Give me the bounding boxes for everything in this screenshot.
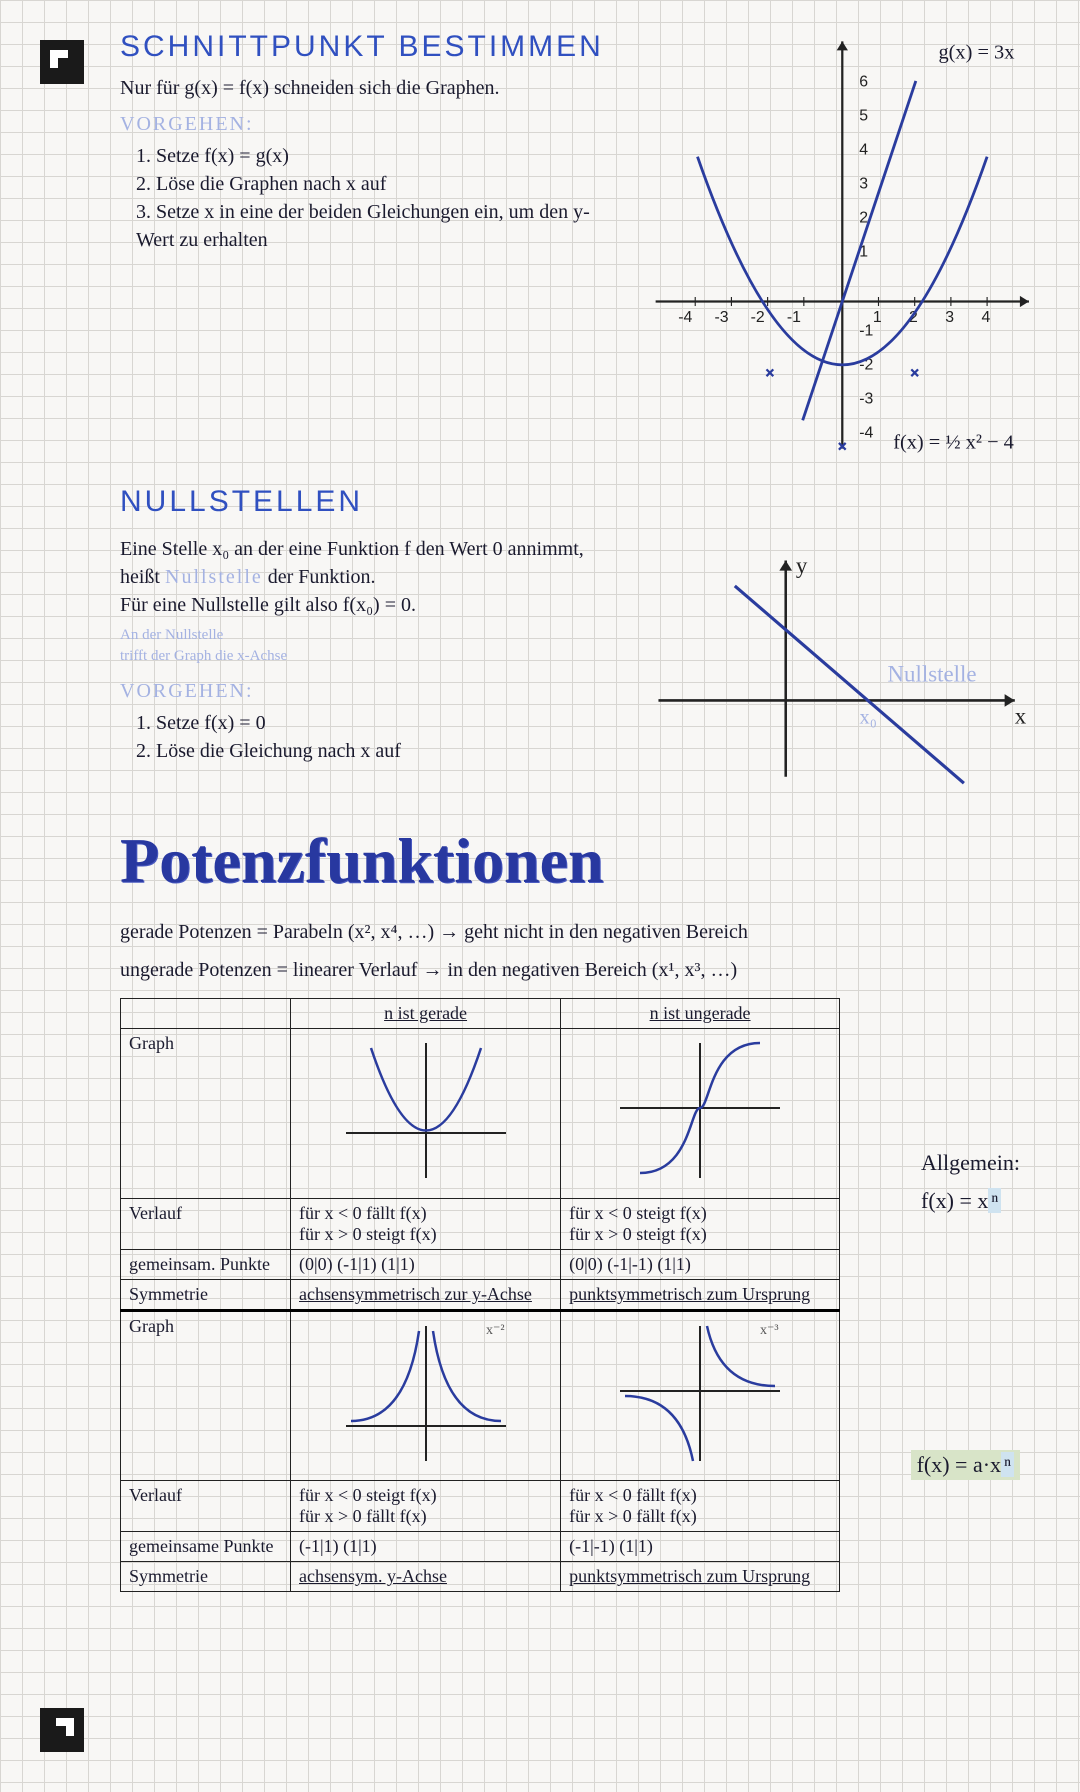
- step-3: Setze x in eine der beiden Gleichungen e…: [136, 198, 609, 254]
- corner-marker-top: [40, 40, 84, 84]
- ungerade-line: ungerade Potenzen = linearer Verlauf → i…: [120, 956, 1040, 984]
- svg-text:Nullstelle: Nullstelle: [887, 661, 976, 686]
- odd-points2: (-1|-1) (1|1): [561, 1532, 840, 1562]
- g-label: g(x) = 3x: [938, 41, 1014, 63]
- svg-text:x⁻³: x⁻³: [760, 1323, 779, 1338]
- odd-verlauf: für x < 0 steigt f(x) für x > 0 steigt f…: [561, 1199, 840, 1250]
- svg-text:5: 5: [859, 108, 868, 125]
- row-verlauf-label: Verlauf: [121, 1199, 291, 1250]
- nullstelle-word: Nullstelle: [165, 566, 263, 588]
- svg-text:-2: -2: [750, 309, 764, 326]
- svg-text:-4: -4: [678, 309, 692, 326]
- null-p1: Eine Stelle x₀ an der eine Funktion f de…: [120, 535, 609, 591]
- step-1: Setze f(x) = g(x): [136, 142, 609, 170]
- odd-sym: punktsymmetrisch zum Ursprung: [561, 1280, 840, 1311]
- null-p2: Für eine Nullstelle gilt also f(x₀) = 0.: [120, 591, 609, 619]
- chart-nullstelle: y x Nullstelle x₀: [633, 535, 1040, 790]
- th-odd: n ist ungerade: [561, 999, 840, 1029]
- mini-graph-even: [291, 1029, 561, 1199]
- intro-line: Nur für g(x) = f(x) schneiden sich die G…: [120, 74, 609, 102]
- odd-sym2: punktsymmetrisch zum Ursprung: [561, 1562, 840, 1592]
- svg-text:x: x: [1015, 703, 1027, 728]
- odd-points: (0|0) (-1|-1) (1|1): [561, 1250, 840, 1280]
- svg-text:3: 3: [945, 309, 954, 326]
- svg-text:4: 4: [981, 309, 990, 326]
- chart-intersection: 65 43 21 -1-2 -3-4 -4-3 -2-1 12 34: [633, 30, 1040, 460]
- gerade-line: gerade Potenzen = Parabeln (x², x⁴, …) →…: [120, 918, 1040, 946]
- svg-text:-1: -1: [787, 309, 801, 326]
- mini-graph-even-neg: x⁻²: [291, 1311, 561, 1481]
- even-sym2: achsensym. y-Achse: [291, 1562, 561, 1592]
- step2-2: Löse die Gleichung nach x auf: [136, 737, 609, 765]
- th-blank: [121, 999, 291, 1029]
- mini-graph-odd: [561, 1029, 840, 1199]
- even-points: (0|0) (-1|1) (1|1): [291, 1250, 561, 1280]
- svg-text:-4: -4: [859, 424, 873, 441]
- row-graph-label: Graph: [121, 1029, 291, 1199]
- svg-text:x₀: x₀: [859, 706, 876, 728]
- row-sym-label: Symmetrie: [121, 1280, 291, 1311]
- svg-text:3: 3: [859, 175, 868, 192]
- vorgehen-steps: Setze f(x) = g(x) Löse die Graphen nach …: [136, 142, 609, 254]
- formula-axn: f(x) = a·xⁿ: [911, 1450, 1020, 1480]
- heading-nullstellen: NULLSTELLEN: [120, 485, 1040, 519]
- svg-text:6: 6: [859, 74, 868, 91]
- row-graph2-label: Graph: [121, 1311, 291, 1481]
- even-points2: (-1|1) (1|1): [291, 1532, 561, 1562]
- svg-text:-3: -3: [859, 390, 873, 407]
- even-verlauf: für x < 0 fällt f(x) für x > 0 steigt f(…: [291, 1199, 561, 1250]
- properties-table: n ist gerade n ist ungerade Graph Verlau…: [120, 998, 840, 1592]
- step-2: Löse die Graphen nach x auf: [136, 170, 609, 198]
- heading-potenzfunktionen: Potenzfunktionen: [120, 824, 1040, 898]
- svg-text:4: 4: [859, 141, 868, 158]
- corner-marker-bottom: [40, 1708, 84, 1752]
- even-sym: achsensymmetrisch zur y-Achse: [291, 1280, 561, 1311]
- vorgehen-label: VORGEHEN:: [120, 110, 609, 138]
- row-points-label: gemeinsam. Punkte: [121, 1250, 291, 1280]
- step2-1: Setze f(x) = 0: [136, 709, 609, 737]
- svg-text:-3: -3: [714, 309, 728, 326]
- odd-verlauf2: für x < 0 fällt f(x) für x > 0 fällt f(x…: [561, 1481, 840, 1532]
- vorgehen2-label: VORGEHEN:: [120, 677, 609, 705]
- mini-graph-odd-neg: x⁻³: [561, 1311, 840, 1481]
- even-verlauf2: für x < 0 steigt f(x) für x > 0 fällt f(…: [291, 1481, 561, 1532]
- svg-text:x⁻²: x⁻²: [486, 1323, 505, 1338]
- row-points2-label: gemeinsame Punkte: [121, 1532, 291, 1562]
- vorgehen2-steps: Setze f(x) = 0 Löse die Gleichung nach x…: [136, 709, 609, 765]
- f-label: f(x) = ½ x² − 4: [893, 432, 1014, 454]
- allgemein-box: Allgemein: f(x) = xⁿ: [921, 1150, 1020, 1214]
- svg-text:y: y: [796, 553, 808, 578]
- row-verlauf2-label: Verlauf: [121, 1481, 291, 1532]
- svg-text:-1: -1: [859, 322, 873, 339]
- svg-text:1: 1: [873, 309, 882, 326]
- section-nullstellen: Eine Stelle x₀ an der eine Funktion f de…: [120, 535, 1040, 795]
- heading-schnittpunkt: SCHNITTPUNKT BESTIMMEN: [120, 30, 609, 64]
- row-sym2-label: Symmetrie: [121, 1562, 291, 1592]
- section-schnittpunkt: SCHNITTPUNKT BESTIMMEN Nur für g(x) = f(…: [120, 30, 1040, 465]
- th-even: n ist gerade: [291, 999, 561, 1029]
- null-note: An der Nullstelle trifft der Graph die x…: [120, 625, 609, 667]
